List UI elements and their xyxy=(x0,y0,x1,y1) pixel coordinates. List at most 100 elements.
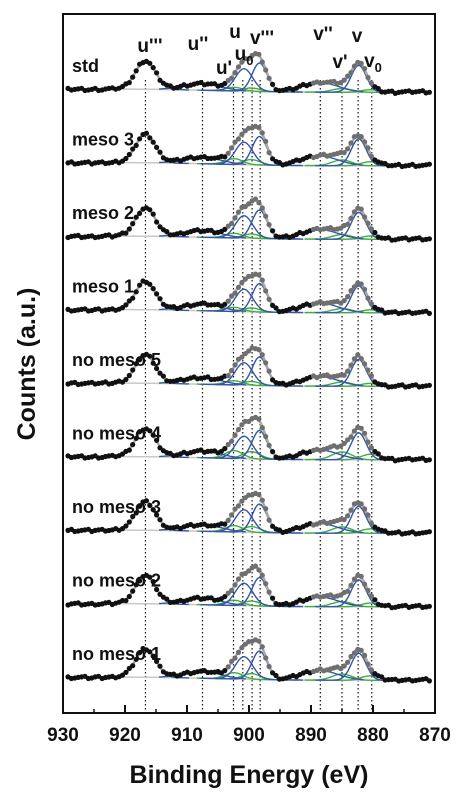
ce4-component xyxy=(200,361,288,387)
data-point xyxy=(123,230,129,236)
sample-label: no meso 3 xyxy=(72,497,161,517)
data-point xyxy=(362,139,368,145)
data-point xyxy=(154,512,160,518)
data-point xyxy=(130,588,136,594)
data-point xyxy=(266,589,272,595)
data-point xyxy=(348,653,354,660)
data-point xyxy=(123,523,129,529)
data-point xyxy=(273,672,279,679)
spectrum-meso-2 xyxy=(65,196,432,243)
data-point xyxy=(256,492,262,498)
data-point xyxy=(239,498,245,504)
data-point xyxy=(130,221,136,227)
data-point xyxy=(150,65,156,71)
data-point xyxy=(341,440,347,446)
data-point xyxy=(368,445,374,451)
peak-label: u xyxy=(229,22,241,43)
data-point xyxy=(126,519,132,525)
data-point xyxy=(266,442,272,448)
sample-label: no meso 4 xyxy=(72,424,161,444)
peak-label: v''' xyxy=(250,28,274,49)
data-point xyxy=(351,209,357,215)
ce4-component xyxy=(200,582,288,608)
data-point xyxy=(164,596,170,602)
data-point xyxy=(345,659,351,665)
data-point xyxy=(375,451,381,457)
data-point xyxy=(259,644,265,650)
data-point xyxy=(263,288,269,294)
data-point xyxy=(358,425,364,431)
data-point xyxy=(263,433,269,440)
data-point xyxy=(345,73,351,79)
data-point xyxy=(368,301,374,307)
peak-label: u''' xyxy=(137,36,162,57)
data-point xyxy=(270,595,276,601)
data-point xyxy=(222,154,228,160)
data-point xyxy=(426,89,432,95)
data-point xyxy=(154,658,160,665)
peak-label: u'' xyxy=(188,34,209,55)
data-point xyxy=(147,207,153,213)
data-point xyxy=(256,347,262,353)
data-point xyxy=(229,587,235,594)
data-point xyxy=(365,220,371,226)
data-point xyxy=(235,64,242,70)
data-point xyxy=(225,373,231,379)
data-point xyxy=(266,368,272,374)
data-point xyxy=(143,498,149,504)
x-tick-label: 880 xyxy=(357,725,389,746)
data-point xyxy=(235,209,242,215)
data-point xyxy=(130,513,136,520)
data-point xyxy=(157,663,163,669)
data-point xyxy=(365,74,371,81)
data-point xyxy=(239,354,245,360)
data-point xyxy=(130,367,136,373)
data-point xyxy=(358,134,364,140)
data-point xyxy=(157,591,163,597)
data-point xyxy=(348,507,354,513)
data-point xyxy=(348,434,354,440)
data-point xyxy=(143,130,149,136)
data-point xyxy=(345,221,351,227)
sample-label: no meso 1 xyxy=(72,644,161,664)
data-point xyxy=(232,582,238,588)
peak-label: u0 xyxy=(235,44,254,68)
data-point xyxy=(345,294,351,300)
data-point xyxy=(126,226,132,232)
x-tick-label: 890 xyxy=(295,725,327,746)
data-point xyxy=(229,145,235,151)
data-point xyxy=(147,281,153,287)
data-point xyxy=(133,361,139,367)
spectrum-no-meso-2 xyxy=(65,563,432,611)
ce4-component xyxy=(200,141,288,167)
data-point xyxy=(362,581,368,587)
peak-label: v0 xyxy=(364,51,382,75)
data-point xyxy=(157,149,163,155)
data-point xyxy=(222,594,228,600)
data-point xyxy=(426,382,432,388)
data-point xyxy=(232,432,238,438)
data-point xyxy=(123,598,129,604)
peak-label: v' xyxy=(332,52,347,73)
data-point xyxy=(232,506,238,512)
data-point xyxy=(154,219,160,225)
data-point xyxy=(341,517,347,523)
data-point xyxy=(348,215,354,221)
data-point xyxy=(368,373,374,379)
spectrum-std xyxy=(65,51,432,96)
data-point xyxy=(147,574,153,580)
data-point xyxy=(222,521,228,527)
ce4-component xyxy=(200,288,288,314)
data-point xyxy=(232,362,238,368)
data-point xyxy=(123,376,129,383)
data-point xyxy=(235,576,242,582)
data-point xyxy=(225,441,231,448)
data-point xyxy=(222,668,228,674)
data-point xyxy=(235,649,242,656)
data-point xyxy=(256,272,262,278)
data-point xyxy=(137,210,143,216)
data-point xyxy=(426,236,432,242)
data-point xyxy=(164,229,170,235)
data-point xyxy=(232,290,238,296)
data-point xyxy=(372,597,378,603)
